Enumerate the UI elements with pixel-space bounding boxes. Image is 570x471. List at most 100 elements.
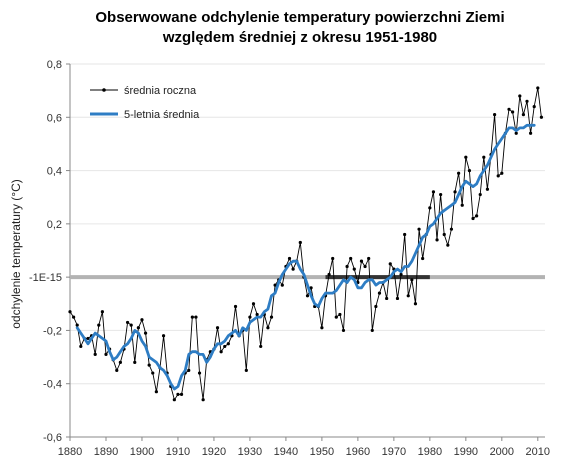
annual-point <box>79 344 83 349</box>
annual-point <box>453 190 457 194</box>
annual-point <box>100 310 104 314</box>
annual-point <box>143 331 148 335</box>
annual-point <box>403 232 407 237</box>
annual-point <box>93 352 97 357</box>
annual-point <box>385 296 389 301</box>
y-tick-label: 0,8 <box>47 59 62 71</box>
x-tick-label: 1910 <box>166 446 190 458</box>
annual-point <box>255 312 259 317</box>
annual-point <box>500 171 504 175</box>
annual-point <box>367 256 371 261</box>
annual-point <box>421 256 425 261</box>
x-tick-label: 1950 <box>310 446 334 458</box>
annual-point <box>363 264 367 269</box>
x-tick-label: 1880 <box>58 446 82 458</box>
annual-point <box>511 110 515 114</box>
annual-point <box>525 99 529 103</box>
annual-point <box>431 190 436 194</box>
y-tick-label: 0,2 <box>47 219 62 231</box>
annual-point <box>359 259 364 263</box>
annual-point <box>233 304 238 309</box>
x-tick-label: 1930 <box>238 446 262 458</box>
annual-point <box>464 155 468 159</box>
annual-point <box>104 352 108 357</box>
annual-point <box>539 115 544 119</box>
annual-point <box>251 302 256 306</box>
annual-point <box>68 310 72 314</box>
annual-point <box>273 283 277 287</box>
annual-point <box>176 392 180 396</box>
annual-point <box>287 256 292 261</box>
annual-point <box>215 326 220 330</box>
annual-point <box>345 264 349 269</box>
annual-point <box>406 294 410 298</box>
annual-point <box>478 192 482 197</box>
annual-point <box>460 203 464 207</box>
annual-point <box>125 320 130 325</box>
annual-point <box>334 315 338 319</box>
annual-point <box>370 328 374 333</box>
annual-point <box>467 168 472 173</box>
annual-point <box>291 267 295 271</box>
annual-point <box>518 94 522 98</box>
x-tick-label: 1980 <box>418 446 442 458</box>
annual-point <box>457 171 461 175</box>
annual-point <box>331 256 335 261</box>
annual-point <box>349 256 353 261</box>
annual-point <box>201 398 205 402</box>
y-axis-label: odchylenie temperatury (°C) <box>9 179 23 329</box>
y-tick-label: -1E-15 <box>29 272 62 284</box>
annual-point <box>194 315 198 319</box>
annual-point <box>482 155 486 159</box>
annual-point <box>223 344 227 349</box>
annual-point <box>140 318 144 322</box>
annual-point <box>151 371 155 375</box>
x-tick-label: 1940 <box>274 446 298 458</box>
annual-point <box>410 278 414 282</box>
annual-point <box>115 368 119 372</box>
x-tick-label: 1890 <box>94 446 118 458</box>
annual-point <box>280 283 284 287</box>
annual-point <box>377 291 382 295</box>
annual-point <box>417 227 421 231</box>
legend-smooth-label: 5-letnia średnia <box>124 109 200 121</box>
annual-point <box>395 296 400 301</box>
annual-point <box>305 294 310 298</box>
annual-point <box>449 227 454 231</box>
annual-point <box>388 262 392 266</box>
plot-area <box>68 86 544 402</box>
y-tick-label: -0,4 <box>43 379 62 391</box>
annual-point <box>320 326 324 330</box>
annual-point <box>309 286 313 290</box>
annual-point <box>536 86 540 90</box>
annual-point <box>266 326 270 330</box>
annual-point <box>496 174 500 178</box>
annual-point <box>521 113 526 117</box>
chart-title-line2: względem średniej z okresu 1951-1980 <box>162 29 437 46</box>
y-tick-label: 0,4 <box>47 166 62 178</box>
annual-point <box>413 302 418 306</box>
annual-point <box>399 272 403 277</box>
annual-point <box>493 113 497 117</box>
annual-point <box>269 315 274 319</box>
annual-point <box>532 105 536 109</box>
annual-point <box>374 304 378 309</box>
series-annual-line <box>69 87 542 401</box>
annual-point <box>529 131 533 135</box>
annual-point <box>197 371 202 375</box>
x-tick-label: 1900 <box>130 446 154 458</box>
annual-point <box>298 240 302 245</box>
annual-point <box>129 323 133 327</box>
annual-point <box>341 328 346 333</box>
annual-point <box>147 363 151 367</box>
annual-point <box>327 272 331 277</box>
annual-point <box>248 315 252 319</box>
annual-point <box>244 368 248 372</box>
legend-annual-label: średnia roczna <box>124 85 197 97</box>
annual-point <box>219 350 223 354</box>
annual-point <box>514 131 518 135</box>
x-tick-label: 2010 <box>526 446 550 458</box>
annual-point <box>154 390 158 394</box>
annual-point <box>71 315 76 319</box>
